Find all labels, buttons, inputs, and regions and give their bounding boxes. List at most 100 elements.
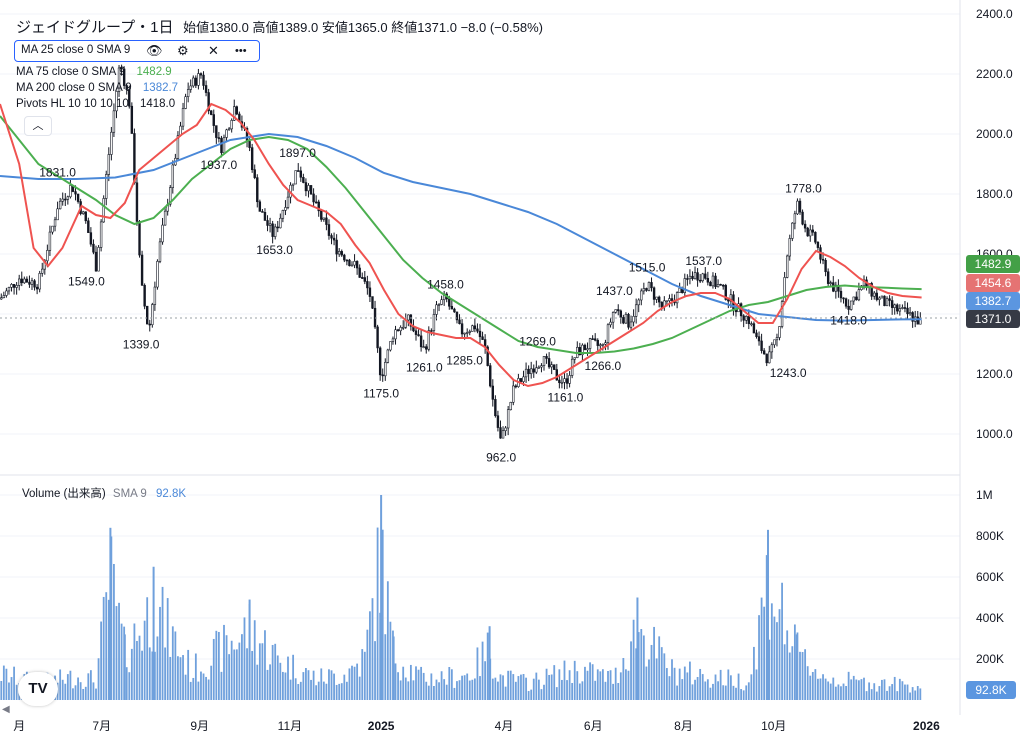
candle-body: [158, 241, 162, 262]
volume-bar: [873, 683, 876, 700]
volume-legend-value: 92.8K: [156, 488, 187, 500]
horizontal-scrollbar[interactable]: ◀: [0, 704, 904, 715]
volume-bar: [532, 678, 535, 700]
volume-bar: [159, 606, 161, 700]
volume-spike-bar: [795, 634, 798, 700]
volume-bar: [776, 622, 778, 700]
volume-bar: [883, 679, 886, 700]
volume-bar: [177, 656, 179, 700]
eye-icon[interactable]: 👁: [146, 43, 163, 58]
volume-bar: [271, 644, 274, 700]
collapse-legend-button[interactable]: ︿: [24, 116, 52, 136]
volume-bar: [847, 671, 850, 700]
candle-body: [834, 284, 838, 292]
volume-bar: [420, 666, 423, 700]
candle-body: [880, 295, 884, 299]
volume-bar: [740, 689, 743, 700]
indicator-ma200-row[interactable]: MA 200 close 0 SMA 9 1382.7: [16, 82, 178, 94]
scroll-left-icon[interactable]: ◀: [2, 704, 10, 715]
candle-body: [51, 225, 54, 233]
indicator-pivots-row[interactable]: Pivots HL 10 10 10 10 1418.0: [16, 98, 175, 110]
volume-bar: [681, 679, 684, 700]
volume-bar: [548, 674, 551, 700]
volume-axis[interactable]: 1M 800K 600K 400K 200K: [976, 488, 1004, 666]
volume-bar: [855, 679, 858, 700]
candle-body: [778, 326, 781, 338]
volume-bar: [857, 680, 860, 700]
indicator-ma25-row[interactable]: MA 25 close 0 SMA 9 👁 ⚙ ✕ •••: [14, 40, 260, 62]
indicator-ma75-row[interactable]: MA 75 close 0 SMA 9 1482.9: [16, 66, 172, 78]
pivot-label: 1161.0: [548, 391, 584, 405]
time-axis[interactable]: 月 7月 9月 11月 2025 4月 6月 8月 10月 2026: [13, 719, 940, 733]
volume-bar: [294, 678, 297, 700]
volume-bar: [755, 669, 758, 700]
volume-bar: [169, 656, 172, 700]
volume-bar: [217, 631, 220, 700]
candle-body: [171, 164, 174, 188]
price-axis[interactable]: 2400.02200.02000.01800.01600.01400.01200…: [976, 7, 1013, 441]
symbol-title[interactable]: ジェイドグループ・1日: [16, 19, 174, 36]
volume-bar: [340, 683, 343, 700]
volume-bar: [609, 670, 612, 700]
volume-bar: [302, 672, 305, 700]
gear-icon[interactable]: ⚙: [177, 43, 189, 58]
candle-body: [110, 131, 113, 155]
candle-body: [806, 227, 809, 237]
volume-bar: [650, 644, 653, 700]
volume-legend[interactable]: Volume (出来高) SMA 9 92.8K: [22, 485, 186, 501]
volume-bar: [814, 669, 817, 700]
volume-bar: [870, 689, 873, 700]
candle-body: [893, 304, 896, 308]
candle-body: [494, 399, 497, 417]
volume-bar: [906, 684, 909, 700]
candle-body: [361, 277, 364, 279]
candle-body: [363, 277, 366, 282]
candle-body: [829, 282, 832, 284]
volume-bar: [366, 629, 369, 700]
candle-body: [128, 89, 131, 107]
candle-body: [235, 106, 238, 115]
candle-body: [540, 365, 543, 368]
more-icon[interactable]: •••: [235, 45, 247, 57]
candle-body: [419, 335, 423, 348]
volume-bar: [138, 635, 141, 700]
volume-spike-bar: [767, 529, 769, 700]
volume-tick-label: 1M: [976, 488, 993, 502]
volume-bar: [765, 555, 768, 700]
volume-bar: [363, 651, 366, 700]
close-icon[interactable]: ✕: [208, 43, 219, 58]
volume-bar: [371, 598, 374, 700]
volume-bar: [745, 685, 748, 700]
candle-body: [273, 226, 277, 237]
candle-body: [48, 231, 52, 251]
volume-bar: [189, 681, 192, 700]
pivot-label: 1339.0: [123, 337, 160, 351]
candle-body: [632, 316, 635, 323]
candle-body: [74, 191, 77, 195]
tradingview-logo[interactable]: TV: [18, 672, 58, 706]
volume-bar: [576, 671, 579, 700]
candle-body: [325, 217, 328, 225]
volume-bar: [476, 647, 479, 700]
volume-bar: [778, 609, 781, 700]
price-tick-label: 1800.0: [976, 187, 1013, 201]
volume-bar: [878, 686, 881, 700]
price-tick-label: 1000.0: [976, 427, 1013, 441]
volume-bar: [74, 685, 77, 700]
volume-bar: [491, 678, 494, 700]
volume-bar: [353, 666, 356, 700]
candle-body: [0, 297, 3, 300]
candle-body: [798, 200, 802, 213]
volume-bar: [832, 677, 835, 700]
volume-bar: [399, 680, 402, 700]
volume-bar: [886, 690, 888, 700]
volume-bar: [614, 667, 617, 700]
candle-body: [711, 275, 715, 287]
volume-bar: [712, 683, 714, 700]
volume-bar: [253, 620, 256, 700]
candle-body: [107, 154, 111, 175]
volume-bar: [888, 686, 891, 700]
volume-bar: [904, 684, 906, 700]
volume-bar: [630, 641, 632, 700]
